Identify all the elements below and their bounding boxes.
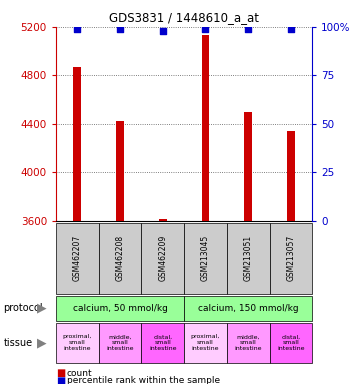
- Text: proximal,
small
intestine: proximal, small intestine: [191, 334, 220, 351]
- Bar: [287, 131, 295, 221]
- Point: [74, 26, 80, 32]
- Bar: [202, 35, 209, 221]
- Point: [203, 26, 208, 32]
- Text: ■: ■: [56, 368, 65, 378]
- Text: proximal,
small
intestine: proximal, small intestine: [62, 334, 92, 351]
- Text: count: count: [67, 369, 92, 378]
- Point: [160, 28, 166, 34]
- Point: [245, 26, 251, 32]
- Text: middle,
small
intestine: middle, small intestine: [106, 334, 134, 351]
- Text: calcium, 50 mmol/kg: calcium, 50 mmol/kg: [73, 304, 168, 313]
- Text: calcium, 150 mmol/kg: calcium, 150 mmol/kg: [198, 304, 299, 313]
- Text: GSM462209: GSM462209: [158, 235, 167, 281]
- Text: percentile rank within the sample: percentile rank within the sample: [67, 376, 220, 384]
- Bar: [116, 121, 124, 221]
- Text: GSM213045: GSM213045: [201, 235, 210, 281]
- Text: distal,
small
intestine: distal, small intestine: [277, 334, 305, 351]
- Point: [288, 26, 294, 32]
- Text: ▶: ▶: [37, 302, 46, 314]
- Text: GSM213057: GSM213057: [286, 235, 295, 281]
- Text: GSM213051: GSM213051: [244, 235, 253, 281]
- Bar: [159, 219, 166, 221]
- Text: distal,
small
intestine: distal, small intestine: [149, 334, 177, 351]
- Text: GSM462207: GSM462207: [73, 235, 82, 281]
- Title: GDS3831 / 1448610_a_at: GDS3831 / 1448610_a_at: [109, 11, 259, 24]
- Bar: [74, 67, 81, 221]
- Text: protocol: protocol: [4, 303, 43, 313]
- Bar: [244, 112, 252, 221]
- Point: [117, 26, 123, 32]
- Text: ■: ■: [56, 376, 65, 384]
- Text: ▶: ▶: [37, 336, 46, 349]
- Text: tissue: tissue: [4, 338, 33, 348]
- Text: GSM462208: GSM462208: [116, 235, 125, 281]
- Text: middle,
small
intestine: middle, small intestine: [234, 334, 262, 351]
